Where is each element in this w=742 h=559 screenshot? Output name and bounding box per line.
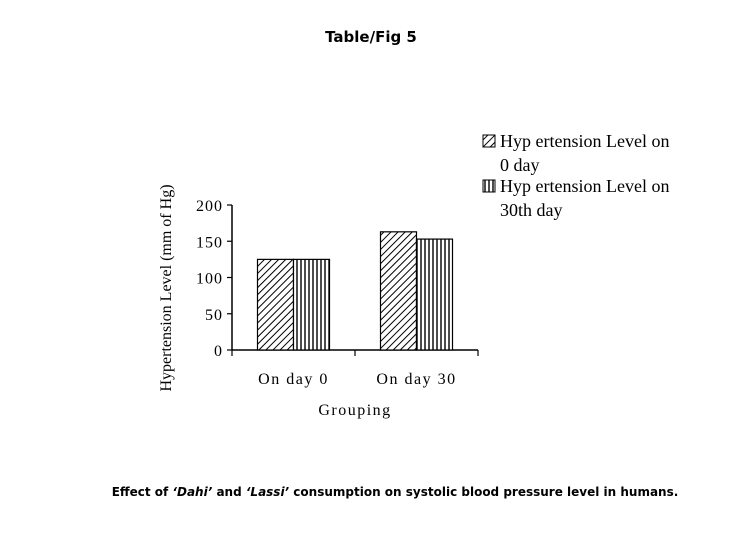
figure-header: Table/Fig 5 (325, 28, 417, 46)
y-tick-label: 0 (214, 343, 223, 360)
caption-term-lassi: ‘Lassi’ (245, 485, 290, 499)
legend-label-line1: Hyp ertension Level on (500, 131, 669, 151)
x-tick-label: On day 0 (258, 371, 329, 388)
legend-swatch-day0 (482, 134, 496, 148)
bar-day0-series (379, 231, 418, 351)
bar-day30-series (415, 238, 454, 351)
caption-suffix: consumption on systolic blood pressure l… (289, 485, 679, 499)
x-tick-label: On day 30 (376, 371, 456, 388)
legend-swatch-day30 (482, 179, 496, 193)
y-tick-label: 150 (196, 234, 223, 251)
y-tick-label: 200 (196, 198, 223, 215)
bar-day30-series (292, 258, 331, 351)
figure-caption: Effect of ‘Dahi’ and ‘Lassi’ consumption… (0, 485, 742, 499)
legend-label-line2: 30th day (500, 200, 563, 220)
caption-prefix: Effect of (111, 485, 173, 499)
bar-day0-series (256, 258, 295, 351)
legend-label-line1: Hyp ertension Level on (500, 176, 669, 196)
y-tick-label: 50 (205, 307, 223, 324)
y-tick-label: 100 (196, 271, 223, 288)
caption-term-dahi: ‘Dahi’ (172, 485, 213, 499)
x-axis-title: Grouping (318, 402, 391, 419)
legend-label-line2: 0 day (500, 155, 540, 175)
y-axis-title: Hypertension Level (mm of Hg) (158, 184, 175, 391)
caption-mid: and (212, 485, 246, 499)
